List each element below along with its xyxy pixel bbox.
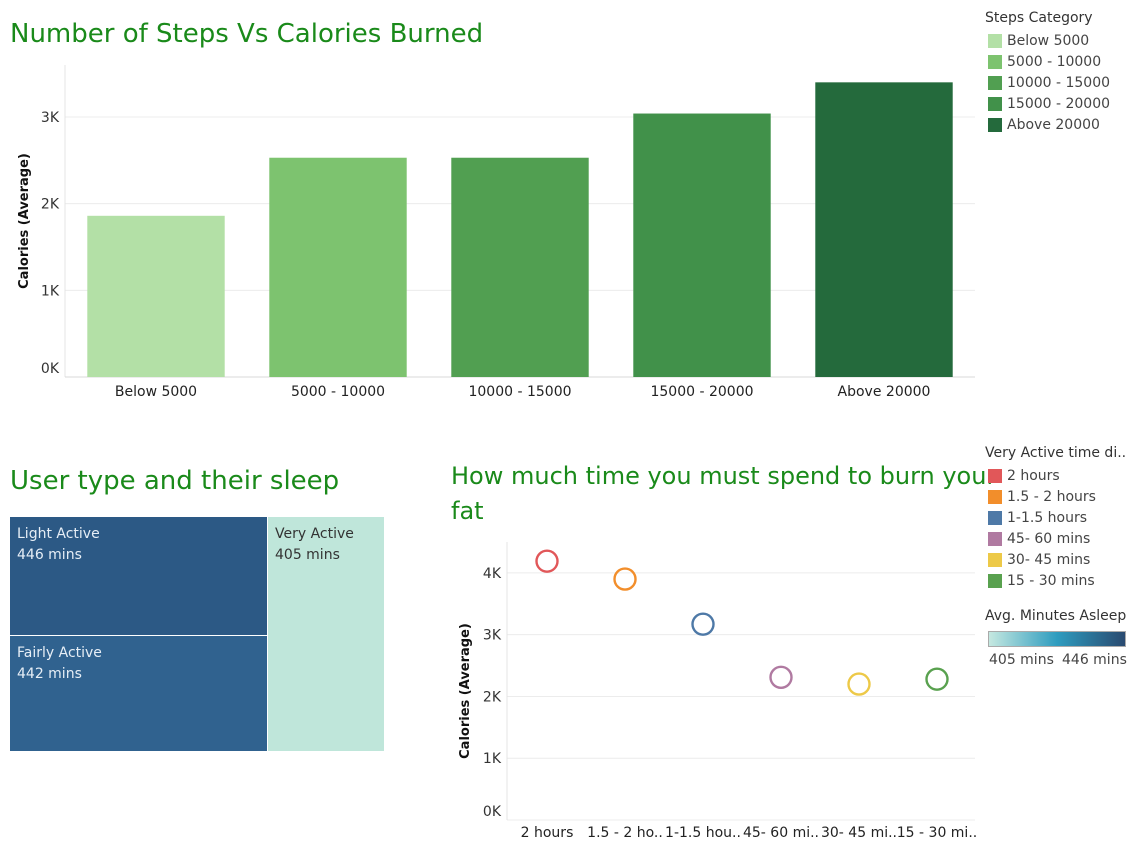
scatter-chart-title-line2: fat bbox=[451, 497, 484, 525]
bar-y-tick-label: 2K bbox=[41, 197, 60, 213]
legend-label: 15 - 30 mins bbox=[1007, 573, 1095, 589]
treemap-cell-fairly-active[interactable]: Fairly Active 442 mins bbox=[9, 635, 268, 752]
gradient-legend-title: Avg. Minutes Asleep bbox=[985, 608, 1127, 624]
scatter-chart-title-line1: How much time you must spend to burn you… bbox=[451, 462, 997, 490]
legend-swatch bbox=[988, 469, 1002, 483]
legend-swatch bbox=[988, 55, 1002, 69]
treemap-cell-value: 446 mins bbox=[17, 547, 82, 563]
scatter-y-tick-label: 0K bbox=[483, 804, 502, 820]
bar-x-tick-label: Above 20000 bbox=[838, 384, 931, 400]
scatter-chart: 0K 1K 2K 3K 4K Calories (Average) 2 hours 1.5 -… bbox=[458, 542, 977, 841]
legend-swatch bbox=[988, 76, 1002, 90]
bar-chart-title: Number of Steps Vs Calories Burned bbox=[10, 19, 484, 49]
bar-y-tick-label: 0K bbox=[41, 361, 60, 377]
bar[interactable] bbox=[633, 113, 771, 378]
bar-legend-title: Steps Category bbox=[985, 10, 1093, 26]
scatter-y-tick-label: 3K bbox=[483, 628, 502, 644]
scatter-point[interactable] bbox=[613, 567, 637, 591]
treemap-cell-label: Light Active bbox=[17, 526, 100, 542]
legend-swatch bbox=[988, 553, 1002, 567]
scatter-point[interactable] bbox=[535, 549, 559, 573]
legend-swatch bbox=[988, 511, 1002, 525]
bar-y-tick-label: 3K bbox=[41, 110, 60, 126]
scatter-x-tick-label: 15 - 30 mi.. bbox=[897, 825, 977, 841]
bar-x-tick-label: Below 5000 bbox=[115, 384, 197, 400]
scatter-point[interactable] bbox=[925, 667, 949, 691]
legend-label: 2 hours bbox=[1007, 468, 1060, 484]
legend-label: 1.5 - 2 hours bbox=[1007, 489, 1096, 505]
treemap-cell-label: Very Active bbox=[275, 526, 354, 542]
legend-label: 15000 - 20000 bbox=[1007, 96, 1111, 112]
bar[interactable] bbox=[815, 82, 953, 377]
legend-swatch bbox=[988, 574, 1002, 588]
bar-x-tick-label: 5000 - 10000 bbox=[291, 384, 385, 400]
legend-swatch bbox=[988, 532, 1002, 546]
scatter-legend-title: Very Active time di.. bbox=[985, 445, 1127, 461]
bar-x-tick-label: 10000 - 15000 bbox=[468, 384, 571, 400]
legend-label: Below 5000 bbox=[1007, 33, 1090, 49]
legend-swatch bbox=[988, 34, 1002, 48]
treemap-cell-light-active[interactable]: Light Active 446 mins bbox=[9, 516, 268, 636]
bar[interactable] bbox=[269, 157, 407, 377]
treemap-cell-label: Fairly Active bbox=[17, 645, 102, 661]
legend-label: 45- 60 mins bbox=[1007, 531, 1091, 547]
treemap-title: User type and their sleep bbox=[10, 466, 340, 496]
scatter-x-tick-label: 30- 45 mi.. bbox=[821, 825, 897, 841]
bar-y-axis-label: Calories (Average) bbox=[17, 153, 32, 289]
scatter-point[interactable] bbox=[691, 612, 715, 636]
treemap-cell-value: 442 mins bbox=[17, 666, 82, 682]
bar-x-tick-label: 15000 - 20000 bbox=[650, 384, 753, 400]
legend-label: 5000 - 10000 bbox=[1007, 54, 1102, 70]
legend-label: Above 20000 bbox=[1007, 117, 1100, 133]
scatter-x-tick-label: 1.5 - 2 ho.. bbox=[587, 825, 663, 841]
scatter-y-tick-label: 4K bbox=[483, 566, 502, 582]
scatter-x-tick-label: 1-1.5 hou.. bbox=[665, 825, 741, 841]
legend-label: 1-1.5 hours bbox=[1007, 510, 1088, 526]
gradient-legend-max: 446 mins bbox=[1062, 652, 1127, 668]
treemap-cell-value: 405 mins bbox=[275, 547, 340, 563]
treemap-cell-very-active[interactable]: Very Active 405 mins bbox=[267, 516, 385, 752]
scatter-y-axis-label: Calories (Average) bbox=[458, 623, 473, 759]
legend-label: 30- 45 mins bbox=[1007, 552, 1091, 568]
scatter-y-tick-label: 1K bbox=[483, 751, 502, 767]
gradient-legend-min: 405 mins bbox=[989, 652, 1054, 668]
scatter-point[interactable] bbox=[769, 665, 793, 689]
legend-swatch bbox=[988, 97, 1002, 111]
scatter-x-tick-label: 45- 60 mi.. bbox=[743, 825, 819, 841]
bar-y-tick-label: 1K bbox=[41, 283, 60, 299]
bar[interactable] bbox=[451, 157, 589, 377]
legend-swatch bbox=[988, 490, 1002, 504]
scatter-point[interactable] bbox=[847, 672, 871, 696]
bar-chart: 0K 1K 2K 3K Calories (Average) Below 5000 5000… bbox=[17, 65, 975, 400]
scatter-x-tick-label: 2 hours bbox=[521, 825, 574, 841]
legend-swatch bbox=[988, 118, 1002, 132]
gradient-legend-bar bbox=[988, 631, 1126, 647]
legend-label: 10000 - 15000 bbox=[1007, 75, 1111, 91]
bar[interactable] bbox=[87, 215, 225, 377]
scatter-y-tick-label: 2K bbox=[483, 689, 502, 705]
